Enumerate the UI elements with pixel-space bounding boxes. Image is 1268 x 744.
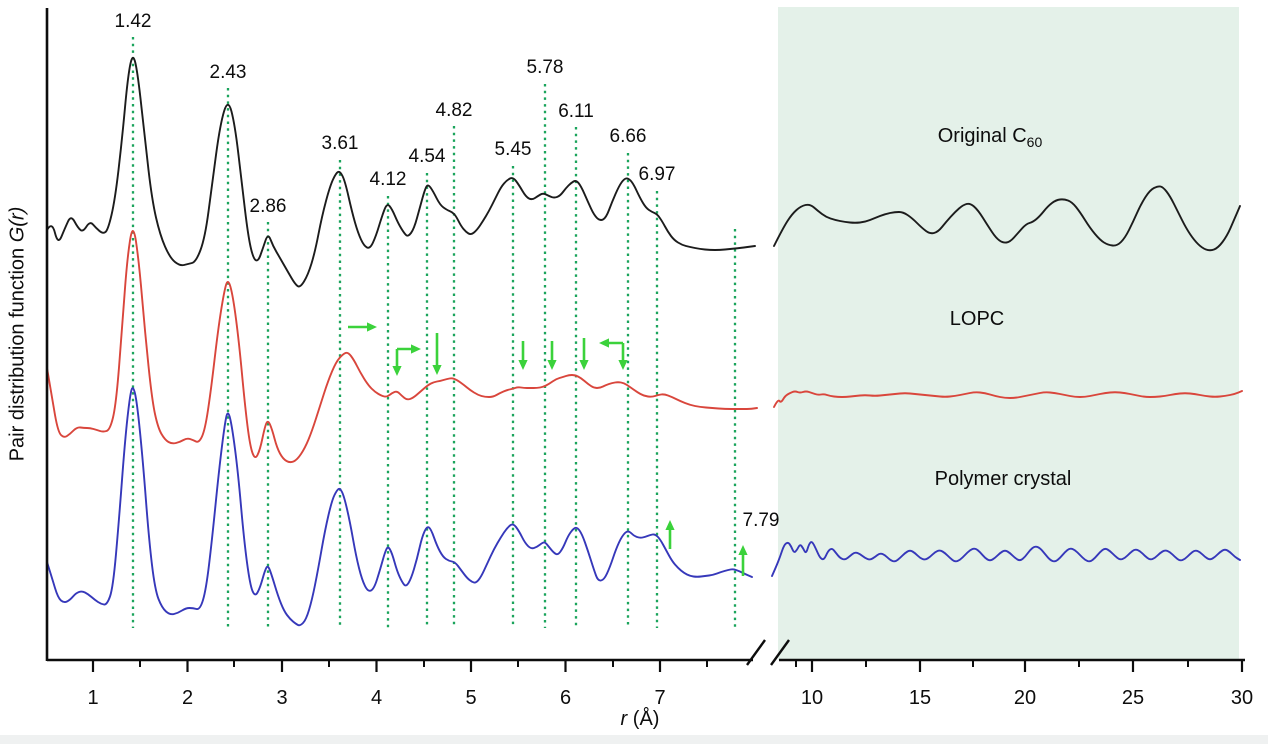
x-tick-label-10: 10 [800,687,824,709]
annotation-arrow-head [618,360,628,370]
peak-label-6.11: 6.11 [558,101,594,122]
axis-break-slash [770,639,790,666]
x-tick-label-25: 25 [1121,687,1145,709]
x-tick-label-20: 20 [1013,687,1037,709]
peak-label-5.45: 5.45 [494,139,532,160]
y-axis-title-text: Pair distribution function [6,242,29,462]
curve-label-polymer-crystal: Polymer crystal [934,468,1072,490]
peak-label-4.54: 4.54 [408,146,446,167]
series-curve-original-c60-right [773,185,1241,252]
y-axis-title: Pair distribution function G(r) [7,207,30,462]
peak-label-5.78: 5.78 [526,57,564,78]
page-edge-band [0,735,1268,744]
peak-label-6.66: 6.66 [609,126,647,147]
y-axis-title-function: G(r) [6,206,29,243]
annotation-arrow-head [518,360,528,370]
x-axis-title-variable: r [620,708,628,730]
peak-label-2.43: 2.43 [209,62,247,83]
x-axis-title-unit: (Å) [627,708,660,730]
annotation-arrow-head [547,360,557,370]
annotation-arrow-head [738,545,748,555]
x-tick-label-7: 7 [654,687,666,709]
series-curve-polymer-crystal-left [46,387,753,627]
curve-label-lopc: LOPC [949,308,1005,330]
x-axis-title: r (Å) [621,708,660,731]
peak-label-1.42: 1.42 [114,11,152,32]
peak-label-3.61: 3.61 [321,133,359,154]
x-tick-label-3: 3 [276,687,288,709]
annotation-arrow-head [367,322,377,332]
peak-label-2.86: 2.86 [249,196,287,217]
x-tick-label-30: 30 [1230,687,1254,709]
series-curve-original-c60-left [46,56,756,288]
x-tick-label-6: 6 [559,687,572,709]
peak-label-4.82: 4.82 [435,100,473,121]
peak-label-7.79: 7.79 [742,510,780,531]
x-tick-label-4: 4 [370,687,383,709]
peak-label-6.97: 6.97 [638,164,676,185]
x-tick-label-15: 15 [908,687,932,709]
annotation-arrow-head [665,520,675,530]
annotation-arrow-head [599,338,609,348]
annotation-arrow-head [579,360,589,370]
long-range-highlight-region [778,7,1239,660]
axis-break-slash [746,639,766,666]
peak-label-4.12: 4.12 [369,169,407,190]
x-tick-label-5: 5 [465,687,477,709]
annotation-arrow-head [411,344,421,354]
x-tick-label-1: 1 [87,687,99,709]
series-curve-polymer-crystal-right [771,541,1241,577]
series-curve-lopc-left [46,230,758,464]
x-tick-label-2: 2 [181,687,194,709]
curve-label-original-c: Original C60 [937,125,1043,150]
series-curve-lopc-right [773,390,1243,408]
annotation-arrow-head [432,365,442,375]
annotation-arrow-head [392,366,402,376]
